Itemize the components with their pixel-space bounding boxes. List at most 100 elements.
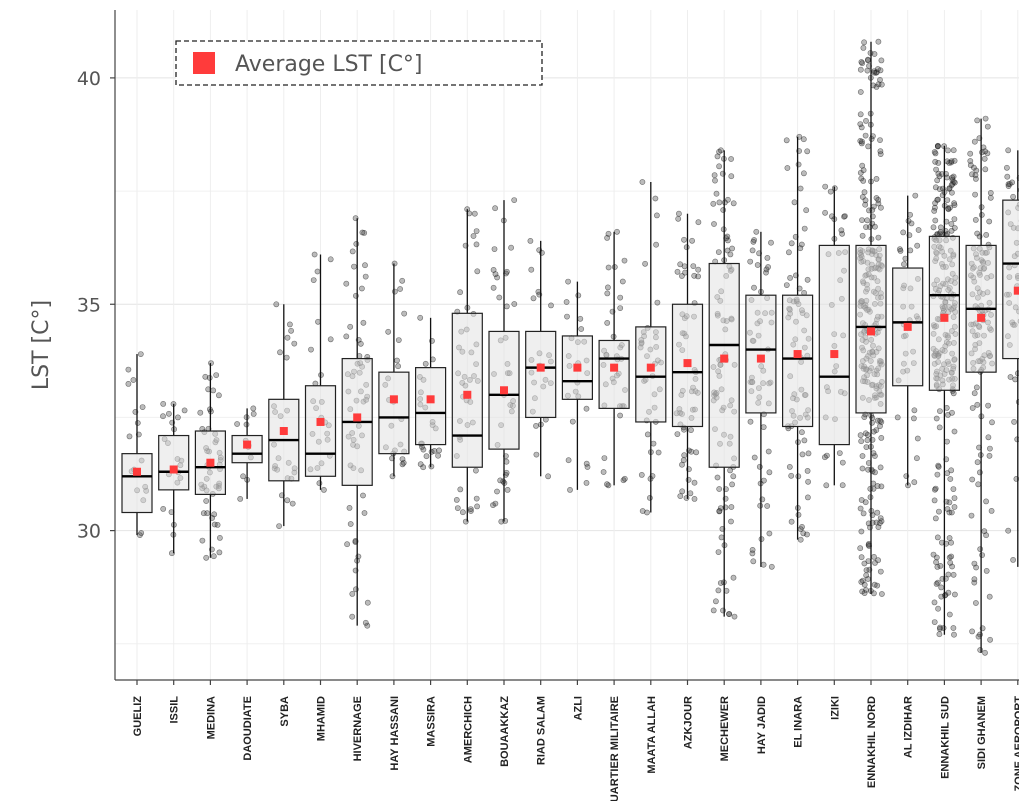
- jitter-point: [654, 212, 660, 219]
- jitter-point: [795, 161, 802, 168]
- mean-marker: [756, 354, 765, 363]
- mean-marker: [1013, 286, 1019, 295]
- jitter-point: [937, 224, 944, 231]
- jitter-point: [511, 301, 518, 307]
- jitter-point: [731, 613, 738, 620]
- jitter-point: [859, 217, 865, 223]
- jitter-point: [284, 497, 291, 504]
- jitter-point: [428, 463, 435, 470]
- jitter-point: [839, 230, 845, 237]
- jitter-point: [417, 461, 424, 468]
- jitter-point: [973, 175, 979, 182]
- jitter-point: [862, 132, 869, 139]
- jitter-point: [160, 413, 166, 420]
- jitter-point: [985, 434, 992, 441]
- jitter-point: [799, 524, 805, 530]
- jitter-point: [681, 236, 687, 243]
- jitter-point: [911, 407, 918, 414]
- jitter-point: [291, 340, 298, 347]
- jitter-point: [804, 531, 810, 538]
- y-axis-label: LST [C°]: [29, 300, 54, 390]
- jitter-point: [362, 273, 369, 280]
- jitter-point: [865, 56, 871, 63]
- jitter-point: [453, 496, 460, 503]
- jitter-point: [655, 449, 662, 456]
- jitter-point: [948, 509, 955, 516]
- jitter-point: [948, 182, 955, 188]
- jitter-point: [395, 337, 402, 343]
- jitter-point: [583, 405, 590, 412]
- x-tick-label: DAOUDIATE: [242, 696, 254, 761]
- jitter-point: [715, 587, 722, 594]
- jitter-point: [716, 148, 722, 155]
- jitter-point: [273, 301, 280, 308]
- legend-label: Average LST [C°]: [235, 52, 423, 77]
- jitter-point: [688, 448, 695, 455]
- jitter-point: [695, 266, 702, 273]
- jitter-point: [944, 506, 951, 512]
- jitter-point: [234, 421, 240, 427]
- jitter-point: [901, 261, 907, 268]
- jitter-point: [718, 534, 725, 541]
- jitter-point: [877, 137, 883, 143]
- jitter-point: [749, 550, 756, 557]
- jitter-point: [944, 438, 950, 445]
- jitter-point: [931, 619, 938, 625]
- jitter-point: [799, 429, 805, 436]
- jitter-point: [459, 509, 466, 516]
- jitter-point: [674, 268, 681, 275]
- jitter-point: [801, 225, 808, 232]
- jitter-point: [503, 458, 510, 465]
- jitter-point: [503, 303, 510, 310]
- mean-marker: [646, 363, 655, 372]
- jitter-point: [872, 223, 878, 230]
- jitter-point: [652, 195, 659, 202]
- jitter-point: [753, 228, 760, 235]
- y-tick-label: 40: [77, 68, 101, 90]
- mean-marker: [867, 327, 875, 336]
- jitter-point: [858, 497, 865, 503]
- jitter-point: [974, 459, 981, 466]
- jitter-point: [467, 506, 474, 512]
- jitter-point: [905, 217, 912, 224]
- jitter-point: [973, 167, 980, 174]
- jitter-point: [857, 66, 864, 73]
- jitter-point: [797, 185, 804, 192]
- jitter-point: [875, 234, 882, 241]
- jitter-point: [979, 552, 985, 558]
- jitter-point: [951, 200, 957, 207]
- jitter-point: [417, 314, 424, 321]
- jitter-point: [474, 268, 481, 275]
- jitter-point: [930, 224, 937, 231]
- jitter-point: [619, 278, 626, 285]
- box-iqr: [231, 434, 263, 464]
- box-iqr: [708, 262, 740, 468]
- jitter-point: [791, 199, 798, 206]
- x-tick-label: HAY JADID: [756, 696, 768, 754]
- jitter-point: [827, 188, 834, 195]
- x-tick-label: HIVERNAGE: [352, 696, 364, 761]
- jitter-point: [353, 240, 360, 247]
- jitter-point: [181, 407, 188, 414]
- y-tick-label: 35: [77, 294, 101, 316]
- jitter-point: [838, 227, 845, 234]
- jitter-point: [364, 599, 371, 606]
- jitter-point: [567, 486, 573, 493]
- jitter-point: [870, 450, 877, 457]
- jitter-point: [795, 473, 802, 480]
- mean-marker: [610, 363, 619, 372]
- jitter-point: [691, 272, 698, 279]
- jitter-point: [874, 582, 881, 589]
- jitter-point: [203, 554, 210, 561]
- jitter-point: [1007, 374, 1014, 380]
- jitter-point: [728, 504, 735, 510]
- jitter-point: [934, 471, 941, 478]
- jitter-point: [730, 574, 737, 581]
- jitter-point: [494, 488, 500, 495]
- mean-marker: [133, 467, 141, 476]
- jitter-point: [974, 401, 981, 408]
- jitter-point: [284, 334, 291, 341]
- jitter-point: [308, 346, 314, 353]
- jitter-point: [690, 263, 697, 269]
- jitter-point: [720, 207, 727, 213]
